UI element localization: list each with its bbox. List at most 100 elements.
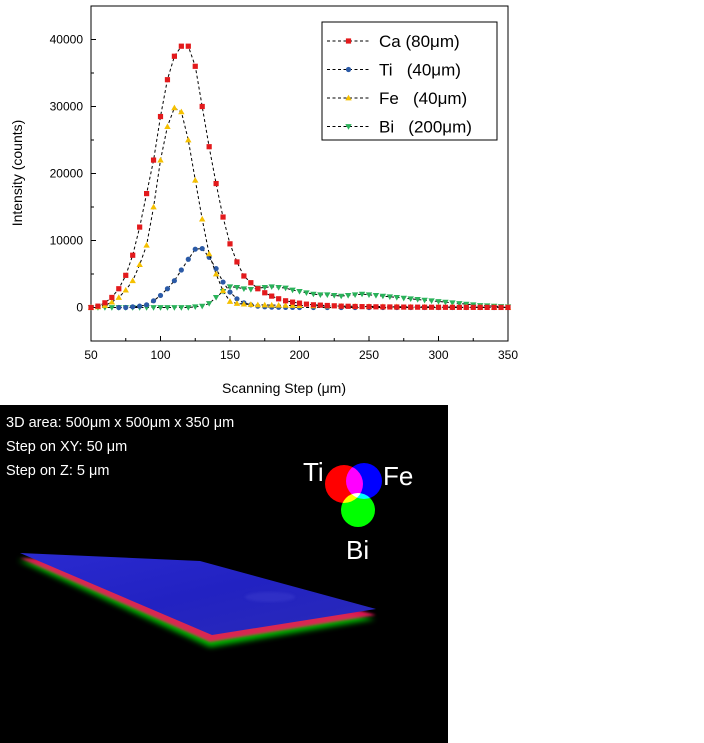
series-0-point-6 [130, 252, 136, 258]
series-1-point-6 [157, 292, 164, 299]
x-axis-ticks: 50 100 150 200 250 300 350 [84, 336, 518, 362]
legend: Ca (80μm) Ti (40μm) Fe (40μm) Bi (200μm) [321, 21, 498, 141]
legend-entry-0: Ca (80μm) [327, 32, 460, 51]
series-1-point-8 [171, 278, 177, 284]
y-tick-label-4: 40000 [50, 33, 84, 47]
series-2-point-26 [268, 301, 275, 308]
series-0-point-34 [324, 302, 330, 309]
series-2-point-13 [178, 108, 185, 115]
y-axis-ticks: 0 10000 20000 30000 40000 [50, 5, 96, 342]
series-0-point-31 [303, 301, 310, 307]
series-3-point-9 [150, 305, 157, 311]
series-1-point-1 [123, 304, 129, 311]
series-3-point-47 [414, 297, 421, 303]
series-1-point-4 [144, 302, 150, 308]
series-3-point-32 [310, 291, 317, 298]
series-0-point-35 [331, 303, 337, 309]
series-3-point-51 [442, 299, 449, 306]
series-0-point-13 [178, 43, 184, 49]
series-3-point-41 [372, 293, 380, 299]
series-0-point-9 [150, 157, 157, 163]
series-0-point-44 [394, 304, 400, 310]
series-3-point-18 [212, 295, 220, 301]
venn-label-fe: Fe [383, 461, 414, 491]
series-0-point-39 [359, 304, 365, 310]
series-2-point-24 [254, 301, 261, 308]
x-tick-label-6: 350 [498, 348, 518, 362]
series-3-point-20 [226, 284, 234, 290]
series-2-point-23 [247, 301, 255, 307]
series-3-point-30 [296, 289, 303, 295]
series-0-point-3 [109, 294, 115, 301]
series-0-point-12 [171, 53, 177, 59]
series-0-point-17 [206, 144, 212, 150]
series-2-point-5 [122, 286, 129, 293]
series-0-point-33 [317, 302, 323, 308]
series-3-point-28 [282, 285, 289, 292]
series-3-point-36 [338, 293, 345, 300]
series-3-point-26 [268, 284, 275, 290]
series-3-point-39 [358, 291, 366, 298]
info-step-xy: Step on XY: 50 μm [6, 439, 128, 455]
series-1-point-7 [164, 286, 171, 292]
series-1-point-17 [234, 296, 240, 302]
series-2-point-20 [226, 298, 234, 304]
y-tick-label-0: 0 [76, 301, 83, 315]
series-0-point-1 [95, 303, 101, 309]
series-0-point-5 [123, 272, 129, 278]
series-2-point-14 [185, 136, 192, 143]
x-tick-label-5: 300 [428, 348, 448, 362]
series-0-point-14 [185, 43, 191, 49]
series-0-point-8 [144, 191, 150, 197]
series-3-point-12 [171, 305, 178, 311]
3d-render-panel: 3D area: 500μm x 500μm x 350 μm Step on … [0, 405, 448, 743]
series-3-point-31 [303, 290, 310, 296]
series-0-point-32 [310, 302, 316, 308]
series-3-point-11 [164, 305, 171, 311]
legend-box [321, 21, 498, 141]
series-2-point-15 [192, 177, 199, 183]
series-3-point-49 [428, 298, 435, 304]
x-tick-label-2: 150 [220, 348, 240, 362]
series-1-point-11 [192, 246, 198, 252]
series-0-point-15 [192, 63, 198, 69]
legend-entry-1: Ti (40μm) [327, 61, 461, 80]
series-1-point-14 [213, 266, 219, 272]
series-2-point-7 [136, 261, 143, 268]
series-3-point-25 [261, 285, 268, 291]
series-0-point-11 [164, 77, 171, 83]
series-3-point-10 [157, 305, 164, 311]
series-3-point-3 [108, 305, 116, 311]
series-2-point-17 [205, 250, 213, 257]
legend-marker-2 [345, 94, 352, 101]
series-1-point-15 [220, 279, 226, 285]
series-3-point-27 [275, 285, 282, 291]
legend-entry-3: Bi (200μm) [327, 118, 472, 137]
series-0-point-59 [498, 304, 504, 311]
series-3-point-14 [185, 305, 192, 311]
x-tick-label-4: 250 [359, 348, 379, 362]
x-tick-label-0: 50 [84, 348, 98, 362]
series-2-point-10 [157, 156, 164, 163]
series-2-point-18 [212, 270, 220, 277]
series-0-point-49 [428, 304, 435, 310]
venn-green-circle [341, 493, 375, 527]
intensity-chart: 50 100 150 200 250 300 350 0 10000 20000 30000 400… [9, 5, 518, 396]
series-3-point-35 [331, 293, 338, 299]
series-1-point-0 [116, 304, 122, 311]
series-2-point-6 [129, 277, 136, 284]
legend-label-2: Fe (40μm) [379, 89, 467, 108]
legend-label-0: Ca (80μm) [379, 32, 460, 51]
series-2-point-11 [164, 123, 171, 129]
series-0-point-19 [220, 214, 226, 220]
series-0-point-21 [234, 259, 240, 265]
venn-label-ti: Ti [303, 457, 324, 487]
series-3-point-23 [247, 287, 255, 293]
series-3-point-34 [324, 292, 331, 298]
series-2-point-28 [282, 302, 289, 308]
x-tick-label-1: 100 [150, 348, 170, 362]
series-1-point-2 [130, 304, 136, 310]
legend-entry-2: Fe (40μm) [327, 89, 467, 108]
series-3-point-16 [199, 303, 206, 310]
series-0-point-56 [477, 304, 483, 310]
